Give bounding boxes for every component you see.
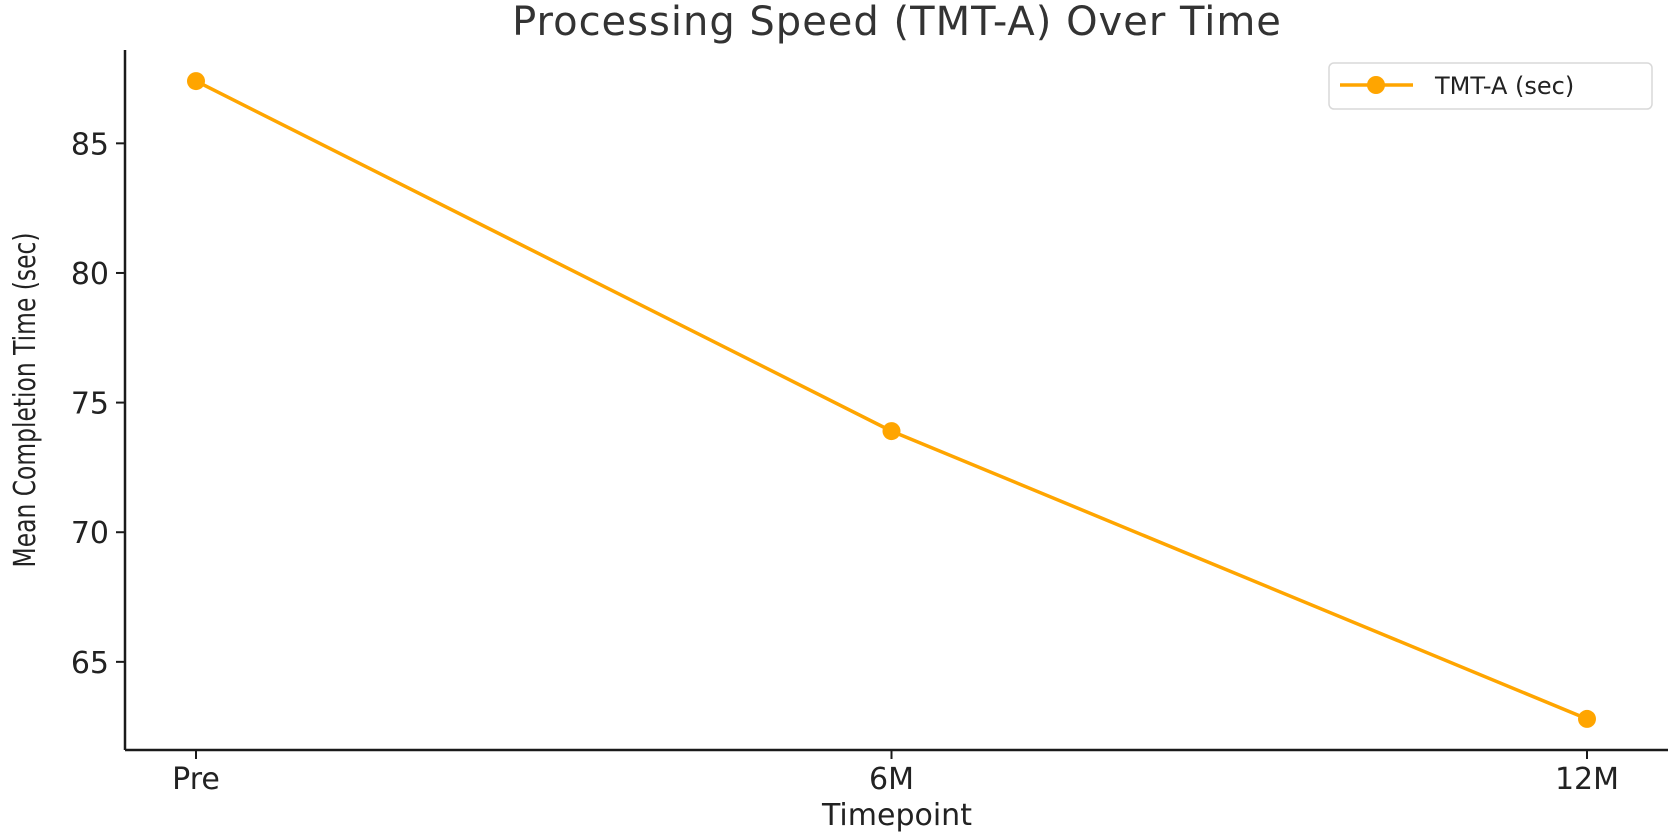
y-tick-label: 75	[71, 387, 109, 422]
legend-label: TMT-A (sec)	[1434, 72, 1574, 100]
plot-area: 65 70 75 80 85 Pre 6M 12M	[71, 50, 1668, 797]
x-axis-label: Timepoint	[821, 798, 972, 833]
legend-marker-swatch	[1367, 76, 1385, 94]
series-line	[194, 79, 1589, 721]
x-tick-label: Pre	[172, 762, 220, 797]
y-tick-label: 70	[71, 516, 109, 551]
legend-box	[1328, 62, 1653, 110]
data-point-marker	[187, 72, 205, 91]
legend: TMT-A (sec)	[1328, 62, 1653, 110]
y-axis-label: Mean Completion Time (sec)	[8, 233, 43, 568]
chart-title: Processing Speed (TMT-A) Over Time	[512, 0, 1282, 45]
x-tick-label: 6M	[869, 762, 914, 797]
x-tick-label: 12M	[1555, 762, 1619, 797]
y-tick-label: 65	[71, 646, 109, 681]
y-tick-label: 85	[71, 127, 109, 162]
data-point-marker	[1578, 709, 1596, 728]
data-point-marker	[882, 422, 901, 441]
y-tick-label: 80	[71, 257, 109, 292]
